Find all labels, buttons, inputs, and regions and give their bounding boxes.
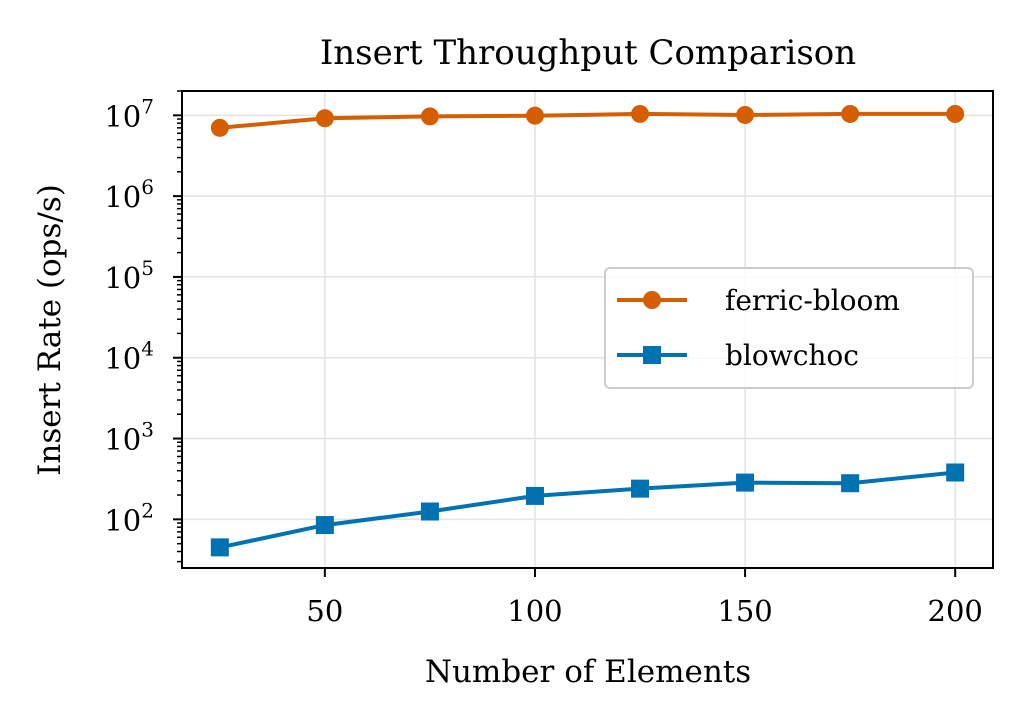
y-tick-exponent: 3 bbox=[141, 418, 154, 442]
data-point bbox=[315, 109, 334, 128]
y-tick-label: 104 bbox=[104, 337, 154, 376]
x-tick-label: 50 bbox=[306, 594, 343, 628]
data-point bbox=[420, 107, 439, 126]
legend: ferric-bloom blowchoc bbox=[604, 267, 974, 389]
y-tick-base: 10 bbox=[104, 99, 141, 133]
plot-frame bbox=[181, 90, 994, 569]
x-axis-label: Number of Elements bbox=[425, 654, 751, 690]
series-line-ferric-bloom bbox=[219, 111, 956, 130]
chart-title: Insert Throughput Comparison bbox=[320, 33, 856, 73]
y-tick-base: 10 bbox=[104, 423, 141, 457]
y-tick-label: 106 bbox=[104, 175, 154, 214]
y-tick-exponent: 2 bbox=[141, 498, 154, 522]
legend-marker bbox=[643, 291, 661, 309]
y-axis-label: Insert Rate (ops/s) bbox=[32, 184, 68, 476]
data-point bbox=[631, 479, 650, 498]
data-point bbox=[946, 463, 965, 482]
legend-label: blowchoc bbox=[725, 339, 859, 372]
y-tick-exponent: 4 bbox=[141, 337, 154, 361]
y-tick-base: 10 bbox=[104, 180, 141, 214]
data-point bbox=[736, 105, 755, 124]
legend-marker bbox=[643, 346, 661, 364]
data-point bbox=[736, 473, 755, 492]
series-layer bbox=[210, 104, 965, 557]
x-tick-label: 200 bbox=[928, 594, 983, 628]
y-tick-label: 103 bbox=[104, 418, 154, 457]
data-point bbox=[525, 486, 544, 505]
y-tick-exponent: 6 bbox=[141, 175, 154, 199]
y-tick-exponent: 5 bbox=[141, 256, 154, 280]
data-point bbox=[210, 118, 229, 137]
y-tick-label: 102 bbox=[104, 498, 154, 537]
y-tick-base: 10 bbox=[104, 503, 141, 537]
data-point bbox=[420, 502, 439, 521]
data-point bbox=[841, 474, 860, 493]
legend-label: ferric-bloom bbox=[725, 284, 900, 317]
data-point bbox=[946, 104, 965, 123]
data-point bbox=[525, 106, 544, 125]
y-tick-exponent: 7 bbox=[141, 94, 154, 118]
legend-box bbox=[604, 267, 974, 389]
x-tick-label: 100 bbox=[507, 594, 562, 628]
data-point bbox=[841, 104, 860, 123]
y-tick-label: 107 bbox=[104, 94, 154, 133]
data-point bbox=[631, 104, 650, 123]
data-point bbox=[315, 516, 334, 535]
series-line-blowchoc bbox=[219, 470, 956, 550]
y-tick-base: 10 bbox=[104, 342, 141, 376]
x-tick-label: 150 bbox=[717, 594, 772, 628]
y-tick-label: 105 bbox=[104, 256, 154, 295]
y-tick-base: 10 bbox=[104, 261, 141, 295]
data-point bbox=[210, 538, 229, 557]
